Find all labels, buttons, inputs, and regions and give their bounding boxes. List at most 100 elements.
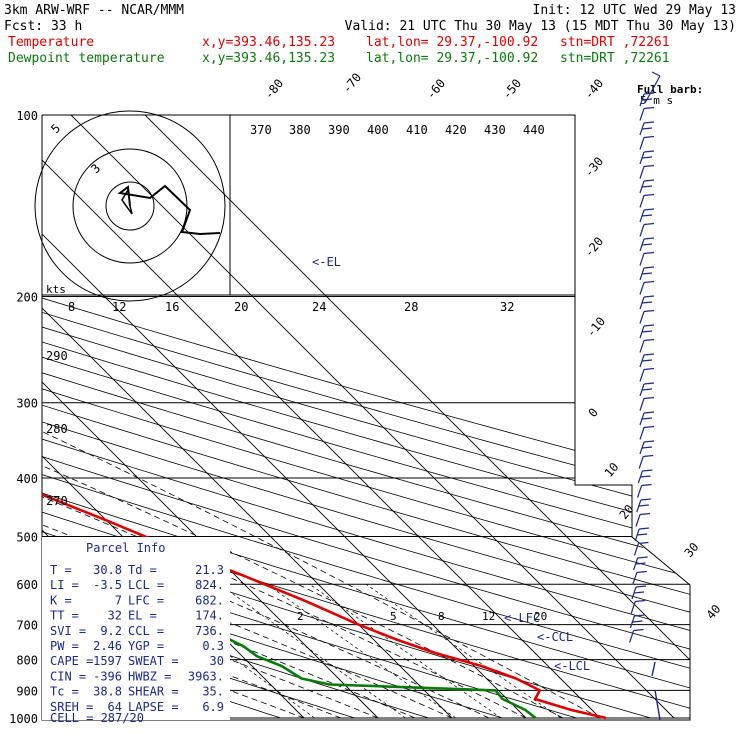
wind-barb-flag [635,599,646,603]
wind-barbs [629,92,661,721]
wind-barb-flag [642,469,653,472]
parcel-value: SVI = [50,624,86,638]
parcel-value: 30.8 [93,563,122,577]
wind-barb-flag [637,533,648,536]
wind-barb-flag [641,483,652,487]
dry-adiabat-line [42,115,690,719]
parcel-value: 174. [195,609,224,623]
marker-label: <-LCL [554,659,590,673]
wind-barb-flag [637,556,648,559]
mixing-ratio-line [219,583,406,719]
isotherm-label: -60 [424,76,449,102]
isotherm-line [42,115,379,719]
theta-label: 380 [289,123,311,137]
pressure-tick-label: 900 [16,684,38,698]
parcel-value: SHEAR = [128,685,179,699]
left-theta-label: 280 [46,422,68,436]
isotherm-label: -80 [262,76,287,102]
hodo-speed-label: 8 [68,300,75,314]
wind-barb-staff [639,108,645,121]
pressure-tick-label: 300 [16,397,38,411]
pressure-tick-label: 1000 [9,712,38,726]
dry-adiabat-line [42,115,429,719]
wind-barb-flag [638,504,649,507]
marker-label: <-LFC [504,611,540,625]
wind-barb-flag [643,353,655,356]
parcel-value: 6.9 [202,700,224,714]
isotherm-label: -70 [340,70,365,96]
wind-barb-flag [640,498,651,501]
parcel-value: LAPSE = [128,700,179,714]
isotherm-line [42,115,601,719]
theta-label: 430 [484,123,506,137]
dry-adiabat-line [42,115,690,719]
isotherm-label: -50 [500,76,525,102]
moist-adiabat-line [42,296,379,719]
wind-barb-flag [641,359,653,362]
wind-barb-flag [643,164,655,168]
wind-barb-flag [643,338,655,342]
parcel-value: CAPE = [50,654,93,668]
parcel-value: 7 [115,593,122,607]
wind-barb-flag [643,208,655,211]
wind-barb-flag [641,272,653,275]
isotherm-label: 10 [602,460,622,480]
isotherm-label: -40 [582,76,607,102]
parcel-value: 21.3 [195,563,224,577]
parcel-value: CCL = [128,624,164,638]
parcel-value: LI = [50,578,79,592]
model-title: 3km ARW-WRF -- NCAR/MMM [4,3,184,18]
isotherm-line [42,115,453,719]
parcel-value: 0.3 [202,639,224,653]
mixing-ratio-label: 8 [438,610,445,623]
parcel-value: 824. [195,578,224,592]
parcel-value: CIN = [50,669,86,683]
wind-barb-staff [632,572,638,585]
parcel-value: 2.46 [93,639,122,653]
marker-label: <-EL [312,255,341,269]
isotherm-label: -30 [582,154,607,180]
diagram-labels: -80 -70 -60 -50 -40 -30 -20 -10 0 10 20 30 40 370 380 3… [46,70,724,673]
pressure-tick-label: 700 [16,619,38,633]
wind-barb-flag [634,614,645,617]
hodo-units: kts [46,283,66,296]
parcel-value: Td = [128,563,157,577]
wind-barb-flag [641,388,653,391]
dry-adiabat-line [42,115,690,719]
parcel-value: PW = [50,639,79,653]
legend-temperature-stn: stn=DRT ,72261 [560,35,670,50]
parcel-value: 682. [195,593,224,607]
pressure-tick-label: 400 [16,472,38,486]
isotherm-label: 20 [617,502,637,522]
wind-barb-flag [643,222,655,226]
wind-barb-flag [635,585,647,588]
wind-barb-staff [639,398,645,411]
wind-barb-flag [643,324,655,327]
isotherm-label: -20 [582,234,607,260]
wind-barb-flag [643,150,655,153]
wind-barb-flag [643,92,655,95]
wind-barb-staff [651,661,656,677]
wind-barb-flag [641,214,653,217]
parcel-value: YGP = [128,639,164,653]
wind-barb-staff [629,630,635,643]
wind-barb-staff [639,137,645,150]
dry-adiabat-line [42,115,690,719]
mixing-ratio-line [266,583,457,719]
wind-barb-flag [641,417,653,420]
parcel-value: Tc = [50,685,79,699]
wind-barb-flag [641,185,653,188]
isotherm-label: -10 [584,314,609,340]
wind-barb-flag [643,411,655,414]
pressure-tick-label: 100 [16,109,38,123]
isotherm-label: 40 [704,602,724,622]
legend-dewpoint-name: Dewpoint temperature [8,51,165,66]
forecast-hour: Fcst: 33 h [4,19,82,34]
legend-dewpoint-latlon: lat,lon= 29.37,-100.92 [366,51,538,66]
isotherm-line [144,115,690,719]
hodo-ring-label-inner: 3 [88,161,103,176]
parcel-value: HWBZ = [128,669,171,683]
hodo-speed-label: 32 [500,300,514,314]
isotherm-line [70,115,675,719]
